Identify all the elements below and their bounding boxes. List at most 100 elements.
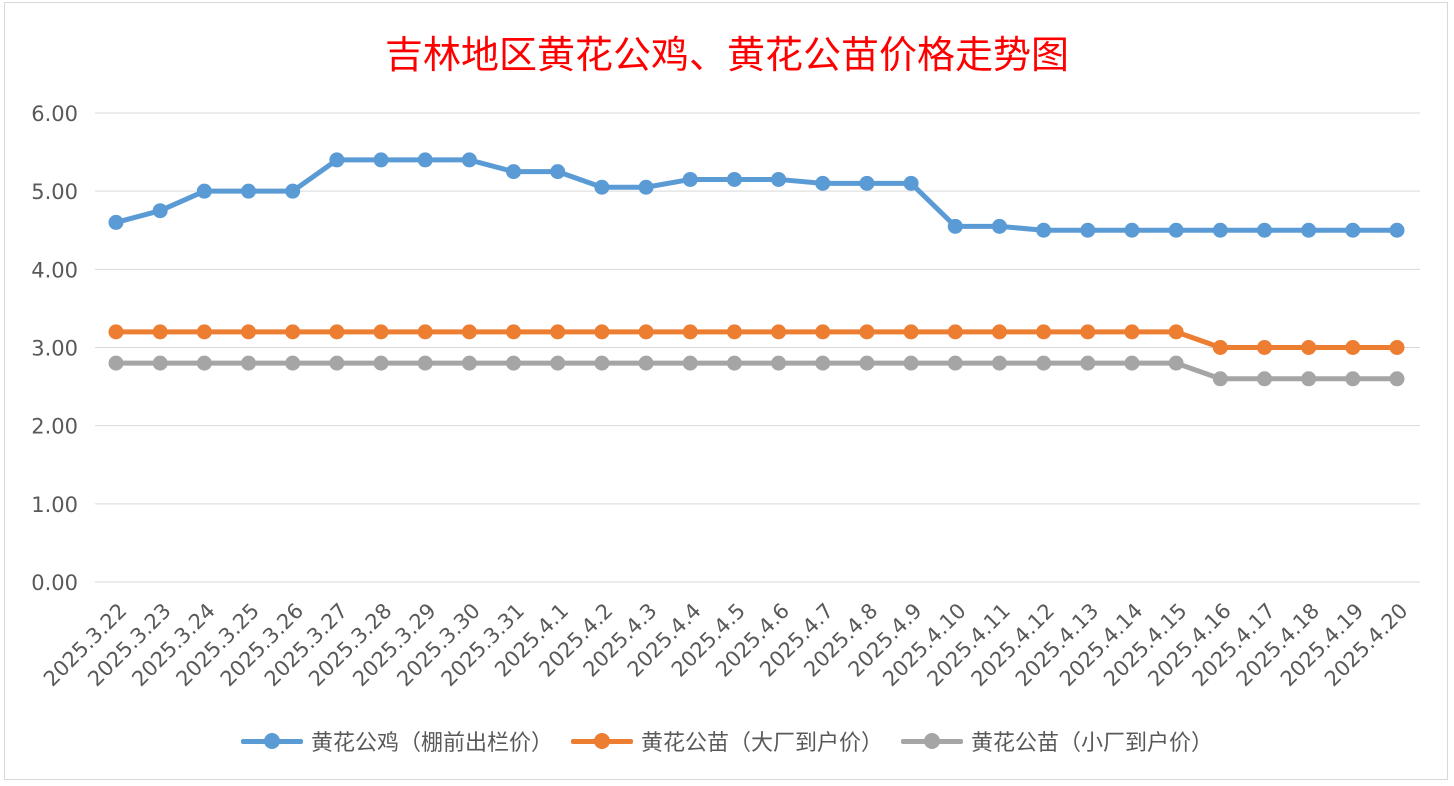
data-point <box>815 355 831 371</box>
data-point <box>903 355 919 371</box>
legend-swatch <box>570 732 633 750</box>
data-point <box>506 324 522 340</box>
data-point <box>196 183 212 199</box>
data-point <box>329 152 345 168</box>
data-point <box>1301 340 1317 355</box>
data-point <box>1124 324 1140 340</box>
data-point <box>903 324 919 340</box>
data-point <box>506 355 522 371</box>
data-point <box>196 324 212 340</box>
data-point <box>682 324 698 340</box>
data-point <box>285 355 301 371</box>
data-point <box>1168 355 1184 371</box>
data-point <box>771 324 787 340</box>
data-point <box>241 183 257 199</box>
data-point <box>1036 355 1052 371</box>
data-point <box>594 355 610 371</box>
data-point <box>1345 222 1361 238</box>
data-point <box>285 324 301 340</box>
data-point <box>1036 222 1052 238</box>
data-point <box>1212 371 1228 387</box>
data-point <box>859 175 875 191</box>
data-point <box>594 324 610 340</box>
data-point <box>859 324 875 340</box>
data-point <box>947 218 963 234</box>
legend-label: 黄花公鸡（棚前出栏价） <box>310 731 553 756</box>
series <box>108 152 1405 387</box>
data-point <box>1345 340 1361 355</box>
data-point <box>1080 355 1096 371</box>
data-point <box>329 355 345 371</box>
data-point <box>241 355 257 371</box>
data-point <box>1389 222 1405 238</box>
series-3 <box>108 355 1405 387</box>
data-point <box>285 183 301 199</box>
data-point <box>461 355 477 371</box>
data-point <box>815 324 831 340</box>
data-point <box>1256 222 1272 238</box>
data-point <box>373 355 389 371</box>
data-point <box>1389 371 1405 387</box>
data-point <box>859 355 875 371</box>
data-point <box>1301 371 1317 387</box>
data-point <box>1256 340 1272 355</box>
y-tick-label: 0.00 <box>31 571 78 595</box>
data-point <box>771 171 787 187</box>
y-tick-label: 6.00 <box>31 102 78 126</box>
data-point <box>108 355 124 371</box>
legend-item: 黄花公苗（小厂到户价） <box>901 725 1213 757</box>
legend-item: 黄花公苗（大厂到户价） <box>570 725 883 757</box>
legend-swatch <box>240 732 303 750</box>
data-point <box>550 324 566 340</box>
legend: 黄花公鸡（棚前出栏价） 黄花公苗（大厂到户价） 黄花公苗（小厂到户价） <box>0 724 1454 758</box>
data-point <box>108 214 124 230</box>
series-1 <box>108 152 1405 238</box>
data-point <box>1124 355 1140 371</box>
data-point <box>373 324 389 340</box>
y-tick-label: 5.00 <box>31 180 78 204</box>
data-point <box>506 164 522 180</box>
data-point <box>1036 324 1052 340</box>
data-point <box>550 164 566 180</box>
data-point <box>726 171 742 187</box>
legend-item: 黄花公鸡（棚前出栏价） <box>240 725 553 757</box>
data-point <box>991 218 1007 234</box>
data-point <box>373 152 389 168</box>
data-point <box>771 355 787 371</box>
data-point <box>1256 371 1272 387</box>
data-point <box>1080 222 1096 238</box>
data-point <box>152 203 168 219</box>
y-axis: 0.00 1.00 2.00 3.00 4.00 5.00 6.00 <box>31 102 78 595</box>
data-point <box>1212 340 1228 355</box>
series-line <box>113 360 1400 382</box>
data-point <box>815 175 831 191</box>
data-point <box>1212 222 1228 238</box>
data-point <box>682 355 698 371</box>
data-point <box>991 355 1007 371</box>
legend-swatch <box>901 732 963 750</box>
data-point <box>903 175 919 191</box>
data-point <box>329 324 345 340</box>
data-point <box>461 152 477 168</box>
y-tick-label: 1.00 <box>31 493 78 517</box>
data-point <box>1080 324 1096 340</box>
y-tick-label: 3.00 <box>31 337 78 361</box>
data-point <box>726 355 742 371</box>
chart-frame <box>4 2 1448 780</box>
data-point <box>241 324 257 340</box>
x-axis: 2025.3.222025.3.232025.3.242025.3.252025… <box>39 599 1413 692</box>
series-line <box>113 157 1400 233</box>
data-point <box>947 355 963 371</box>
series-2 <box>108 324 1405 355</box>
gridlines <box>95 112 1420 583</box>
data-point <box>1389 340 1405 355</box>
data-point <box>461 324 477 340</box>
data-point <box>638 324 654 340</box>
data-point <box>152 355 168 371</box>
legend-label: 黄花公苗（大厂到户价） <box>640 731 883 756</box>
data-point <box>682 171 698 187</box>
y-tick-label: 2.00 <box>31 415 78 439</box>
data-point <box>417 355 433 371</box>
data-point <box>1124 222 1140 238</box>
data-point <box>726 324 742 340</box>
